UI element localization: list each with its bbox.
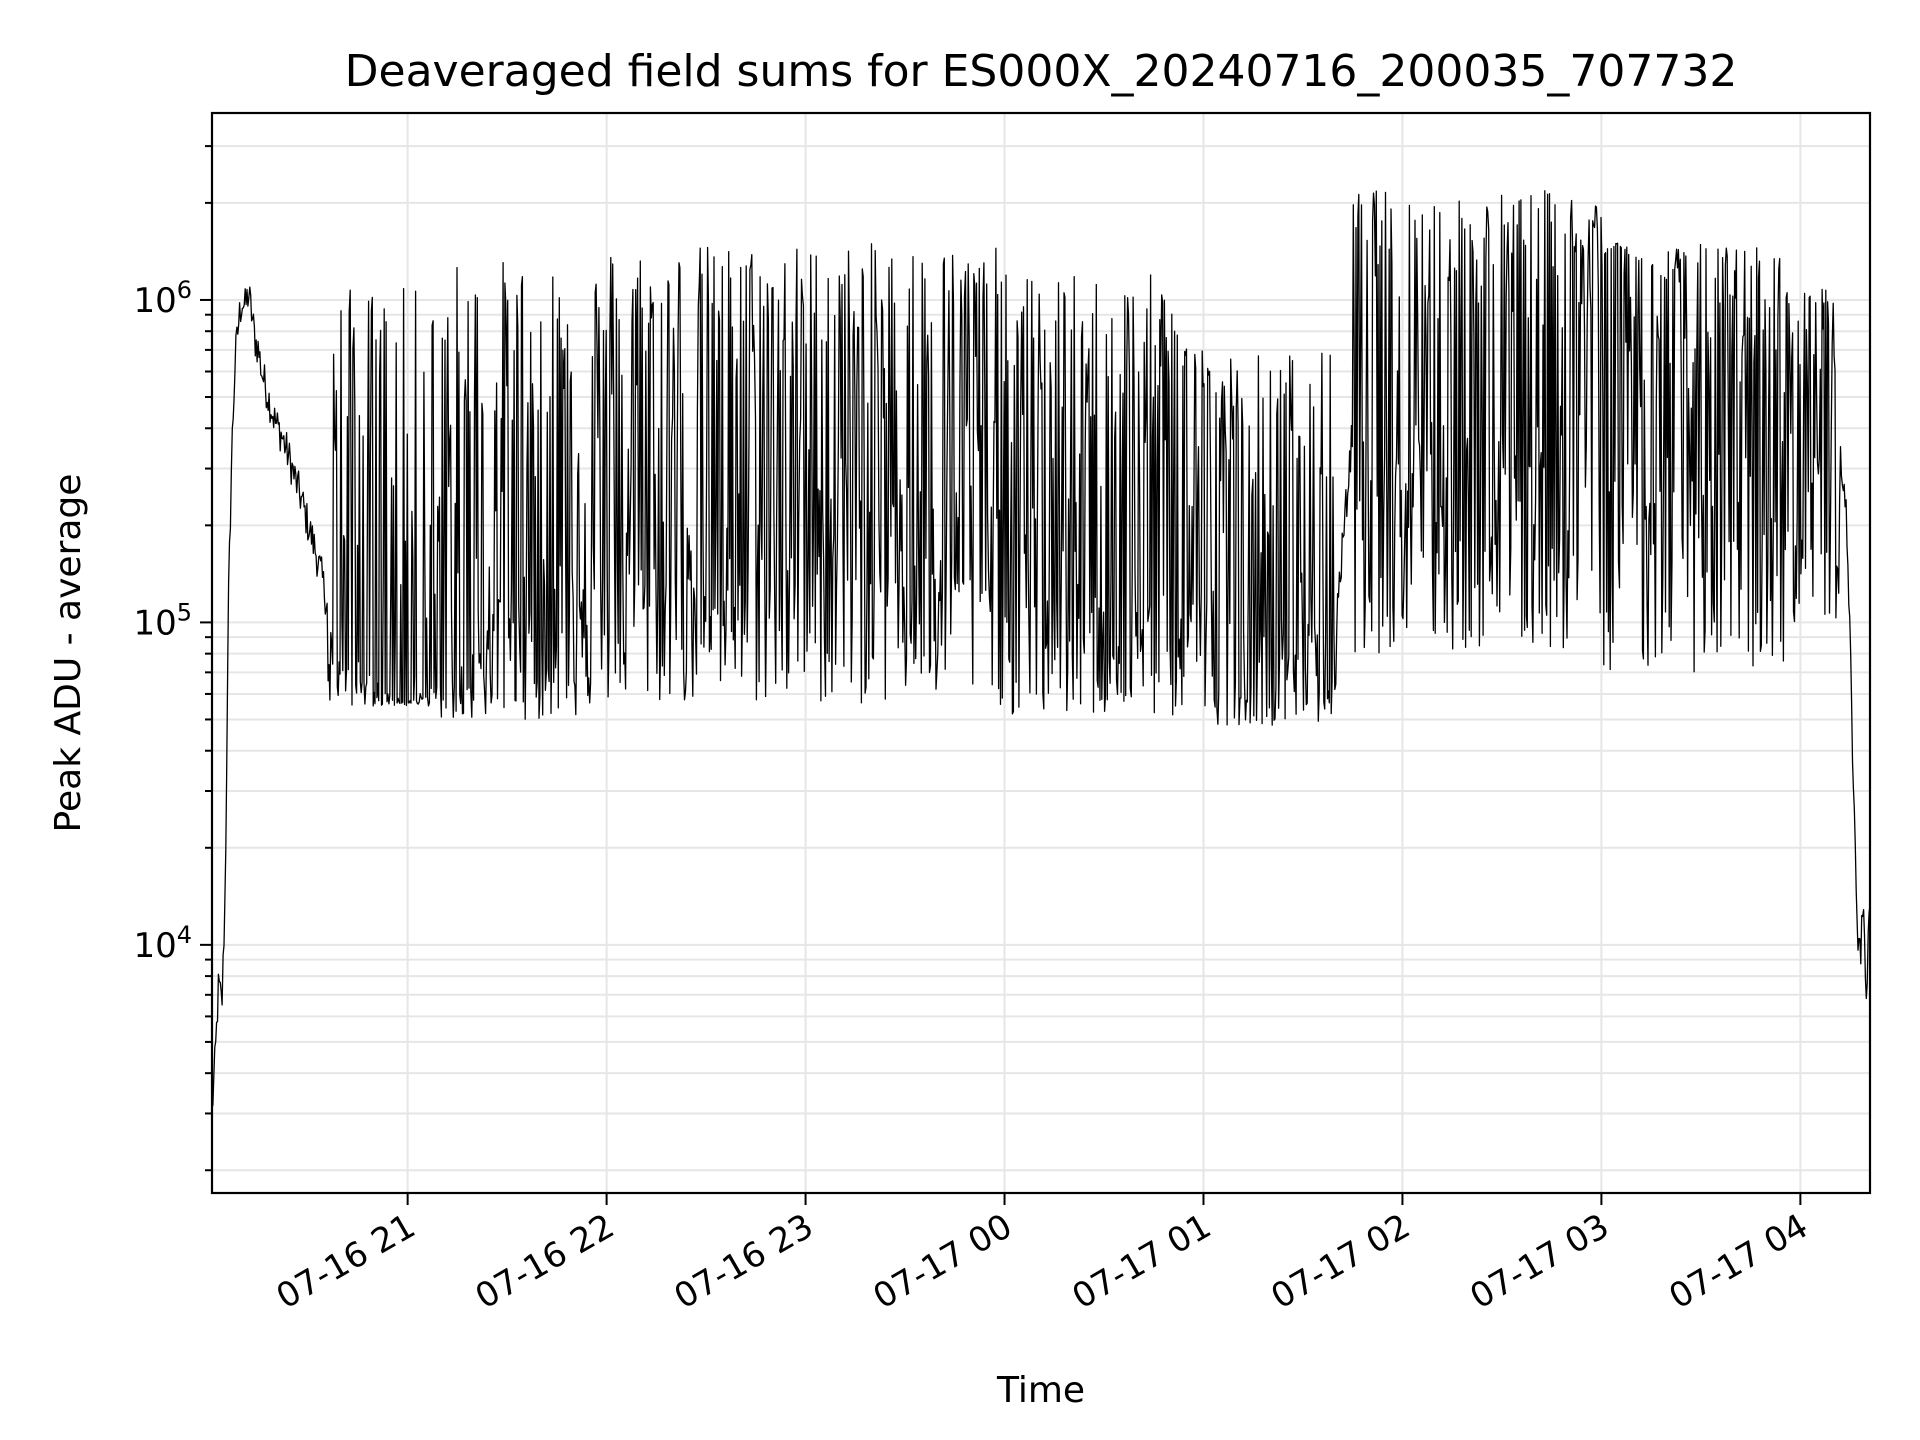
y-axis-title: Peak ADU - average [48,474,89,833]
plot-layer [211,190,1871,1108]
series-line [211,190,1871,1108]
y-tick-label: 104 [133,921,192,966]
y-tick-label: 105 [133,598,192,643]
grid-layer [212,113,1870,1193]
y-axis: 104 105 106 [133,145,212,1172]
chart-title: Deaveraged field sums for ES000X_2024071… [345,46,1738,97]
y-tick-label: 106 [133,276,192,321]
x-axis-title: Time [996,1370,1085,1411]
